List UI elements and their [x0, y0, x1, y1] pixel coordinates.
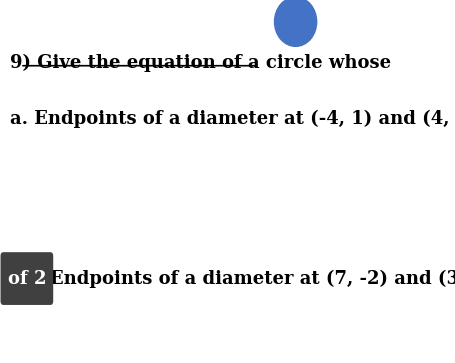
- Circle shape: [274, 0, 316, 46]
- Text: Endpoints of a diameter at (7, -2) and (3, -8): Endpoints of a diameter at (7, -2) and (…: [50, 269, 455, 288]
- Text: a. Endpoints of a diameter at (-4, 1) and (4, -5): a. Endpoints of a diameter at (-4, 1) an…: [10, 110, 455, 128]
- Text: of 2: of 2: [8, 270, 46, 287]
- Text: 9) Give the equation of a circle whose: 9) Give the equation of a circle whose: [10, 53, 390, 72]
- FancyBboxPatch shape: [0, 252, 53, 305]
